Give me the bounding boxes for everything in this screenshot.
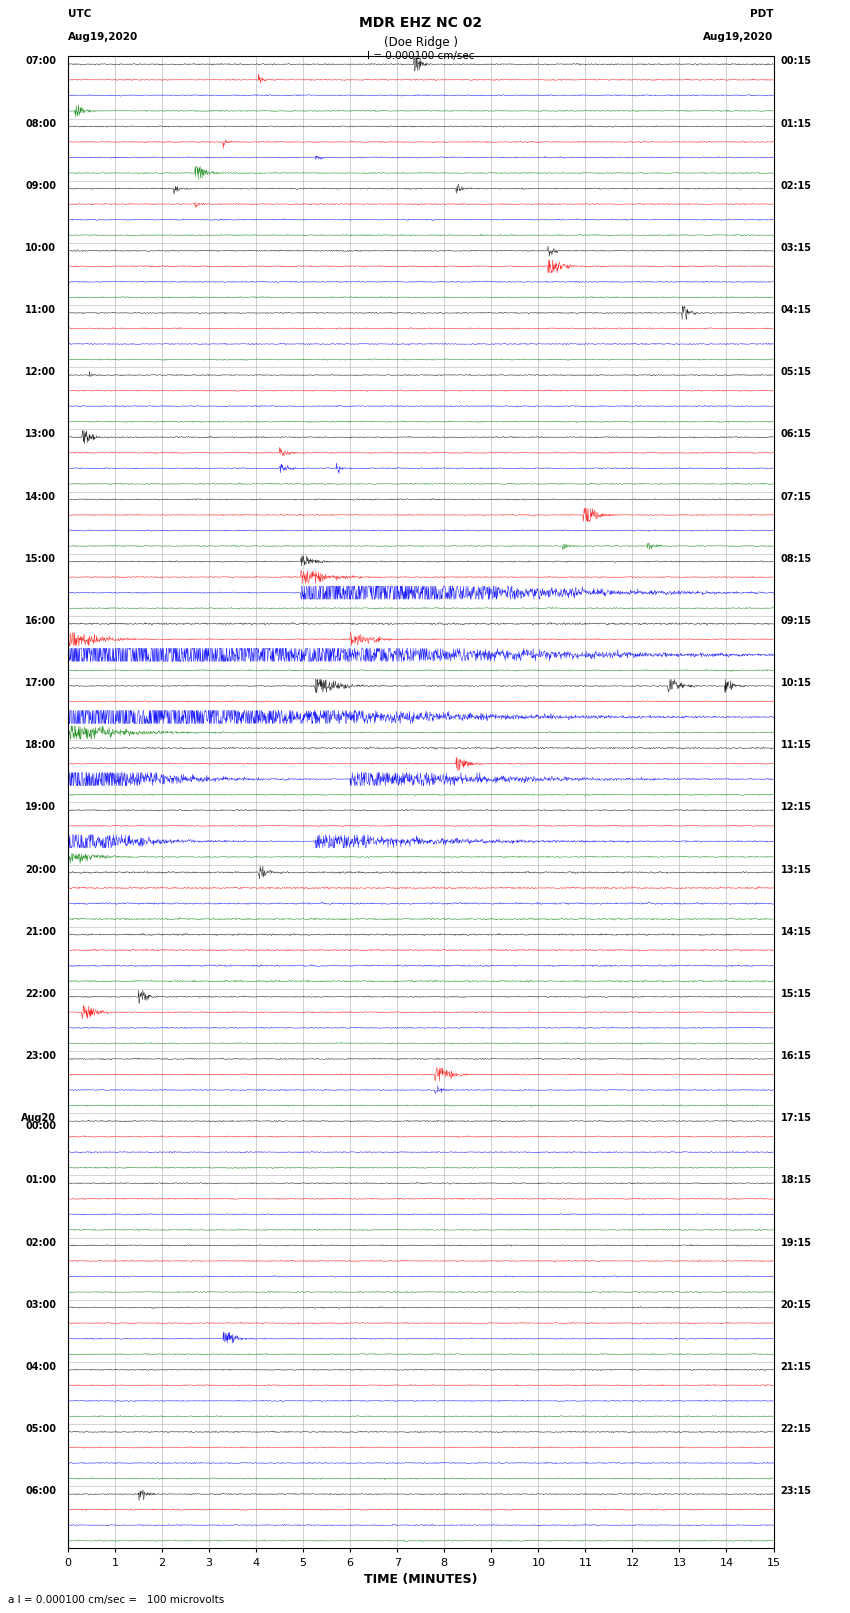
Text: 07:15: 07:15 bbox=[780, 492, 812, 502]
Text: 14:00: 14:00 bbox=[26, 492, 56, 502]
Text: 09:00: 09:00 bbox=[26, 181, 56, 190]
Text: Aug19,2020: Aug19,2020 bbox=[703, 32, 774, 42]
Text: Aug20: Aug20 bbox=[21, 1113, 56, 1123]
Text: 15:00: 15:00 bbox=[26, 553, 56, 565]
Text: 22:00: 22:00 bbox=[26, 989, 56, 998]
Text: 11:15: 11:15 bbox=[780, 740, 812, 750]
Text: Aug19,2020: Aug19,2020 bbox=[68, 32, 139, 42]
Text: 10:00: 10:00 bbox=[26, 244, 56, 253]
Text: 13:00: 13:00 bbox=[26, 429, 56, 439]
Text: 02:00: 02:00 bbox=[26, 1237, 56, 1247]
Text: 12:00: 12:00 bbox=[26, 368, 56, 377]
Text: 12:15: 12:15 bbox=[780, 803, 812, 813]
Text: 02:15: 02:15 bbox=[780, 181, 812, 190]
X-axis label: TIME (MINUTES): TIME (MINUTES) bbox=[364, 1573, 478, 1586]
Text: 14:15: 14:15 bbox=[780, 927, 812, 937]
Text: 06:00: 06:00 bbox=[26, 1486, 56, 1497]
Text: 20:15: 20:15 bbox=[780, 1300, 812, 1310]
Text: 18:15: 18:15 bbox=[780, 1176, 812, 1186]
Text: 18:00: 18:00 bbox=[26, 740, 56, 750]
Text: 21:00: 21:00 bbox=[26, 927, 56, 937]
Text: 05:15: 05:15 bbox=[780, 368, 812, 377]
Text: 22:15: 22:15 bbox=[780, 1424, 812, 1434]
Text: PDT: PDT bbox=[750, 10, 774, 19]
Text: 19:00: 19:00 bbox=[26, 803, 56, 813]
Text: 00:00: 00:00 bbox=[26, 1121, 56, 1131]
Text: 23:00: 23:00 bbox=[26, 1052, 56, 1061]
Text: 17:00: 17:00 bbox=[26, 677, 56, 689]
Text: (Doe Ridge ): (Doe Ridge ) bbox=[383, 35, 458, 48]
Text: 04:00: 04:00 bbox=[26, 1361, 56, 1373]
Text: 21:15: 21:15 bbox=[780, 1361, 812, 1373]
Text: 13:15: 13:15 bbox=[780, 865, 812, 874]
Text: I = 0.000100 cm/sec: I = 0.000100 cm/sec bbox=[367, 52, 474, 61]
Text: UTC: UTC bbox=[68, 10, 91, 19]
Text: 09:15: 09:15 bbox=[780, 616, 812, 626]
Text: 04:15: 04:15 bbox=[780, 305, 812, 315]
Text: a I = 0.000100 cm/sec =   100 microvolts: a I = 0.000100 cm/sec = 100 microvolts bbox=[8, 1595, 224, 1605]
Text: 17:15: 17:15 bbox=[780, 1113, 812, 1123]
Text: 05:00: 05:00 bbox=[26, 1424, 56, 1434]
Text: 08:15: 08:15 bbox=[780, 553, 812, 565]
Text: 00:15: 00:15 bbox=[780, 56, 812, 66]
Text: 11:00: 11:00 bbox=[26, 305, 56, 315]
Text: 07:00: 07:00 bbox=[26, 56, 56, 66]
Text: MDR EHZ NC 02: MDR EHZ NC 02 bbox=[360, 16, 482, 29]
Text: 01:15: 01:15 bbox=[780, 119, 812, 129]
Text: 03:00: 03:00 bbox=[26, 1300, 56, 1310]
Text: 16:15: 16:15 bbox=[780, 1052, 812, 1061]
Text: 23:15: 23:15 bbox=[780, 1486, 812, 1497]
Text: 15:15: 15:15 bbox=[780, 989, 812, 998]
Text: 16:00: 16:00 bbox=[26, 616, 56, 626]
Text: 20:00: 20:00 bbox=[26, 865, 56, 874]
Text: 08:00: 08:00 bbox=[26, 119, 56, 129]
Text: 03:15: 03:15 bbox=[780, 244, 812, 253]
Text: 10:15: 10:15 bbox=[780, 677, 812, 689]
Text: 19:15: 19:15 bbox=[780, 1237, 812, 1247]
Text: 01:00: 01:00 bbox=[26, 1176, 56, 1186]
Text: 06:15: 06:15 bbox=[780, 429, 812, 439]
